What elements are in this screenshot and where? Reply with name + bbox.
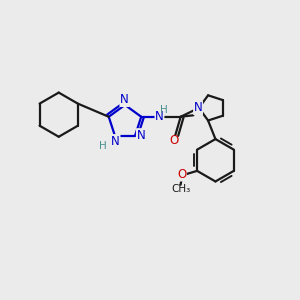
Text: N: N (155, 110, 164, 123)
Text: H: H (160, 105, 168, 115)
Text: N: N (136, 129, 145, 142)
Text: O: O (177, 168, 186, 181)
Text: N: N (111, 135, 120, 148)
Text: O: O (169, 134, 179, 147)
Text: H: H (99, 141, 106, 151)
Text: CH₃: CH₃ (171, 184, 190, 194)
Text: N: N (194, 101, 203, 114)
Text: N: N (120, 93, 129, 106)
